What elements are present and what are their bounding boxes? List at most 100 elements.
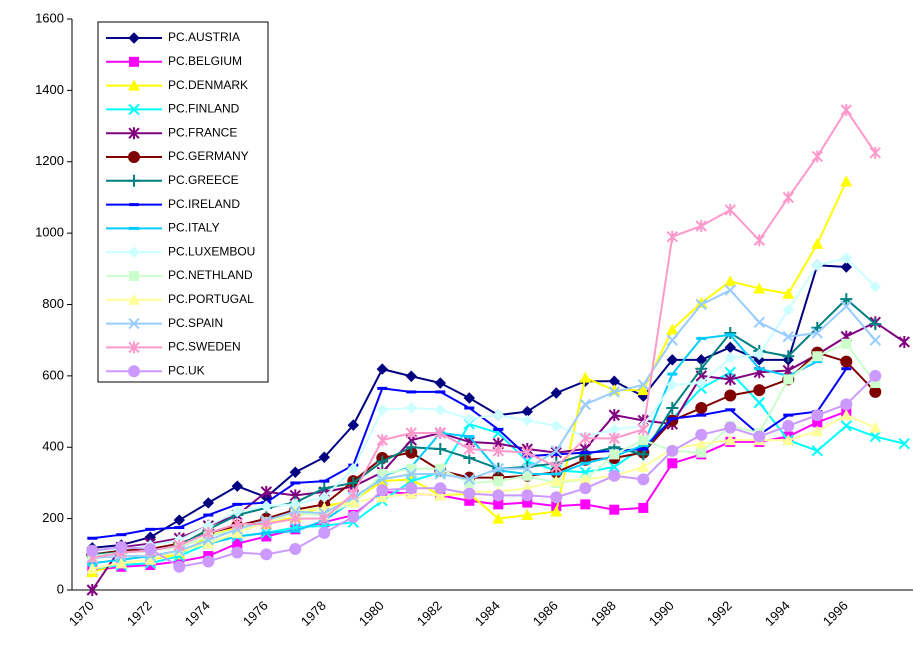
marker (289, 512, 302, 525)
marker (463, 487, 476, 500)
marker (434, 468, 447, 480)
marker (405, 426, 418, 439)
marker (666, 354, 679, 366)
marker (347, 419, 360, 431)
marker (434, 482, 447, 495)
marker (579, 398, 592, 411)
marker (145, 560, 156, 571)
marker (550, 505, 563, 517)
marker (840, 355, 853, 368)
marker (869, 318, 882, 331)
marker (869, 385, 882, 398)
marker (550, 445, 563, 457)
marker (753, 396, 766, 409)
marker (840, 409, 853, 421)
marker (86, 584, 99, 596)
legend-marker (128, 246, 140, 258)
x-tick-label: 1978 (298, 598, 329, 629)
marker (753, 430, 766, 443)
x-tick-label: 1988 (588, 598, 619, 629)
legend-marker (128, 174, 140, 187)
marker (376, 491, 389, 503)
marker (579, 448, 592, 461)
series (86, 284, 882, 564)
legend-label: PC.FINLAND (168, 102, 240, 116)
x-tick-label: 1990 (646, 598, 677, 629)
marker (406, 463, 417, 474)
marker (260, 517, 273, 530)
x-tick-label: 1984 (472, 598, 503, 629)
x-tick-label: 1980 (356, 598, 387, 629)
legend-label: PC.PORTUGAL (168, 292, 254, 306)
marker (840, 175, 853, 187)
marker (724, 203, 737, 216)
y-tick-label: 200 (42, 510, 64, 525)
legend-label: PC.SPAIN (168, 316, 223, 330)
marker (347, 487, 360, 500)
marker (869, 280, 882, 293)
marker (376, 473, 389, 486)
y-tick-label: 800 (42, 296, 64, 311)
marker (724, 275, 737, 287)
marker (347, 462, 360, 475)
marker (231, 546, 244, 559)
marker (405, 441, 418, 454)
marker (811, 150, 824, 163)
legend-marker (128, 317, 140, 330)
marker (492, 409, 505, 421)
marker (405, 482, 418, 495)
marker (753, 348, 766, 361)
line (92, 108, 877, 559)
marker (347, 476, 360, 489)
legend-marker (128, 341, 140, 354)
marker (115, 557, 128, 569)
legend-label: PC.DENMARK (168, 78, 248, 92)
marker (637, 384, 650, 396)
marker (550, 387, 563, 399)
marker (231, 505, 244, 518)
marker (840, 420, 853, 432)
legend-marker (128, 103, 140, 116)
marker (521, 509, 534, 521)
marker (783, 374, 794, 385)
marker (695, 377, 708, 389)
marker (173, 514, 186, 526)
marker (521, 414, 534, 427)
x-tick-label: 1982 (414, 598, 445, 629)
legend-marker (128, 127, 140, 140)
x-tick-label: 1986 (530, 598, 561, 629)
marker (434, 377, 447, 389)
marker (724, 352, 737, 364)
marker (522, 470, 533, 481)
marker (202, 526, 215, 539)
marker (318, 451, 331, 463)
marker (376, 363, 389, 375)
marker (695, 219, 708, 232)
marker (840, 261, 853, 273)
marker (724, 434, 737, 446)
marker (782, 191, 795, 204)
marker (666, 323, 679, 335)
marker (550, 420, 563, 432)
marker (695, 428, 708, 441)
marker (434, 404, 447, 416)
marker (492, 512, 505, 524)
marker (464, 495, 475, 506)
marker (724, 327, 737, 340)
marker (812, 417, 823, 428)
line (92, 257, 877, 552)
marker (637, 473, 650, 486)
line (92, 288, 877, 559)
marker (782, 350, 795, 363)
marker (550, 446, 563, 459)
marker (724, 341, 737, 354)
y-tick-label: 400 (42, 439, 64, 454)
marker (493, 499, 504, 510)
marker (608, 469, 621, 482)
marker (86, 544, 99, 557)
y-tick-label: 1600 (35, 10, 64, 25)
marker (696, 447, 707, 458)
marker (666, 230, 679, 243)
marker (811, 409, 824, 422)
marker (782, 304, 795, 316)
